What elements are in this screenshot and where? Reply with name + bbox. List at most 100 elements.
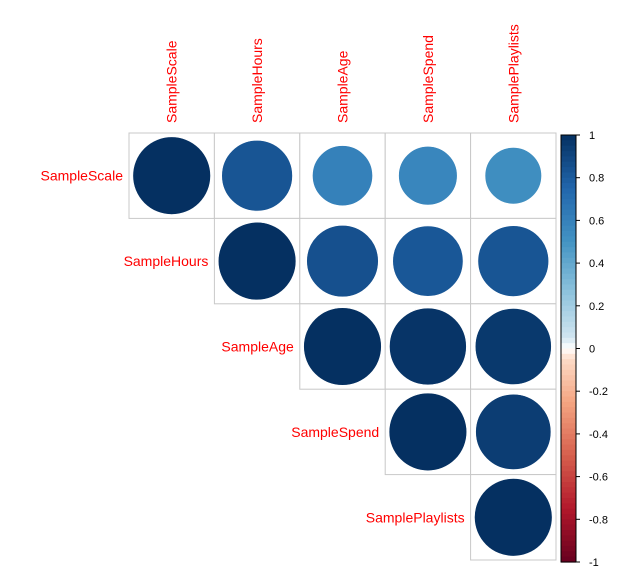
col-label-SampleSpend: SampleSpend (420, 35, 436, 123)
col-label-SampleHours: SampleHours (249, 38, 265, 123)
colorbar-segment (561, 380, 576, 387)
colorbar-segment (561, 268, 576, 275)
row-label-SampleScale: SampleScale (41, 168, 124, 184)
colorbar-segment (561, 407, 576, 414)
colorbar-tick-label: -0.4 (589, 429, 608, 441)
colorbar-segment (561, 465, 576, 472)
colorbar-segment (561, 433, 576, 440)
colorbar-segment (561, 140, 576, 147)
colorbar-segment (561, 183, 576, 189)
colorbar-segment (561, 428, 576, 435)
colorbar-segment (561, 471, 576, 478)
colorbar-segment (561, 492, 576, 499)
col-label-SamplePlaylists: SamplePlaylists (505, 24, 521, 123)
colorbar-segment (561, 460, 576, 467)
colorbar-segment (561, 487, 576, 494)
corr-circle-SampleHours-SampleHours (217, 221, 297, 301)
colorbar-segment (561, 503, 576, 510)
colorbar-segment (561, 449, 576, 456)
colorbar-segment (561, 513, 576, 520)
colorbar-segment (561, 529, 576, 536)
colorbar-segment (561, 279, 576, 286)
corr-circle-SampleScale-SampleSpend (398, 146, 458, 206)
colorbar-segment (561, 161, 576, 168)
colorbar-segment (561, 524, 576, 531)
colorbar-tick-label: -1 (589, 557, 599, 569)
colorbar-tick-label: 0.4 (589, 258, 604, 270)
colorbar-segment (561, 311, 576, 318)
colorbar-segment (561, 156, 576, 163)
colorbar-tick-label: -0.8 (589, 514, 608, 526)
colorbar-tick-label: 0.2 (589, 301, 604, 313)
colorbar-segment (561, 231, 576, 238)
colorbar-segment (561, 135, 576, 141)
colorbar-segment (561, 263, 576, 270)
row-label-SampleSpend: SampleSpend (291, 424, 379, 440)
colorbar-segment (561, 327, 576, 334)
colorbar-segment (561, 444, 576, 451)
colorbar-segment (561, 369, 576, 376)
corr-circle-SampleScale-SampleAge (312, 145, 373, 207)
row-label-SampleHours: SampleHours (124, 253, 209, 269)
colorbar-segment (561, 353, 576, 360)
colorbar-segment (561, 204, 576, 211)
colorbar-segment (561, 172, 576, 179)
corr-circle-SampleScale-SamplePlaylists (484, 147, 542, 205)
colorbar-segment (561, 252, 576, 259)
colorbar-segment (561, 455, 576, 462)
corr-circle-SampleAge-SampleSpend (389, 307, 467, 386)
color-legend: 1 0.8 0.6 0.4 0.2 0 -0.2 -0.4 -0.6 -0.8 -1 (560, 130, 608, 569)
colorbar-segment (561, 412, 576, 419)
colorbar-segment (561, 423, 576, 430)
colorbar-segment (561, 241, 576, 248)
colorbar-segment (561, 375, 576, 382)
colorbar-segment (561, 332, 576, 339)
colorbar-tick-label: 0 (589, 344, 595, 356)
row-label-SampleAge: SampleAge (221, 339, 294, 355)
corr-circle-SampleAge-SampleAge (303, 307, 382, 386)
colorbar-segment (561, 359, 576, 366)
corr-circle-SampleSpend-SamplePlaylists (475, 393, 552, 470)
corr-circle-SampleScale-SampleHours (221, 139, 293, 212)
colorbar-segment (561, 193, 576, 200)
colorbar-segment (561, 300, 576, 307)
colorbar-segment (561, 545, 576, 552)
colorbar-segment (561, 481, 576, 488)
corr-circle-SampleSpend-SampleSpend (388, 392, 468, 472)
colorbar-segment (561, 540, 576, 547)
colorbar-segment (561, 551, 576, 558)
colorbar-segment (561, 439, 576, 446)
colorbar-segment (561, 257, 576, 264)
corr-circle-SampleHours-SampleAge (306, 224, 379, 298)
colorbar-segment (561, 476, 576, 483)
col-label-SampleScale: SampleScale (164, 40, 180, 123)
colorbar-segment (561, 215, 576, 221)
colorbar-segment (561, 519, 576, 526)
corr-circle-SampleAge-SamplePlaylists (474, 308, 552, 385)
corr-circle-SampleScale-SampleScale (132, 136, 211, 215)
colorbar-segment (561, 556, 576, 563)
colorbar-segment (561, 247, 576, 254)
colorbar-segment (561, 177, 576, 184)
colorbar-segment (561, 236, 576, 243)
colorbar-tick-label: -0.6 (589, 472, 608, 484)
colorbar-segment (561, 220, 576, 227)
colorbar-tick-label: 0.6 (589, 215, 604, 227)
colorbar-segment (561, 151, 576, 157)
colorbar-segment (561, 188, 576, 195)
colorbar-segment (561, 391, 576, 398)
colorbar-segment (561, 343, 576, 350)
colorbar-segment (561, 284, 576, 291)
colorbar-tick-label: -0.2 (589, 386, 608, 398)
colorbar-tick-label: 1 (589, 130, 595, 142)
variable-labels: SampleScale SampleHours SampleAge SampleSpe… (41, 24, 522, 525)
colorbar-segment (561, 364, 576, 371)
colorbar-segment (561, 508, 576, 515)
colorbar-segment (561, 321, 576, 328)
colorbar-segment (561, 497, 576, 504)
corr-circle-SampleHours-SampleSpend (392, 225, 464, 297)
colorbar-segment (561, 337, 576, 344)
row-label-SamplePlaylists: SamplePlaylists (366, 509, 465, 525)
corr-circle-SampleHours-SamplePlaylists (477, 225, 550, 297)
